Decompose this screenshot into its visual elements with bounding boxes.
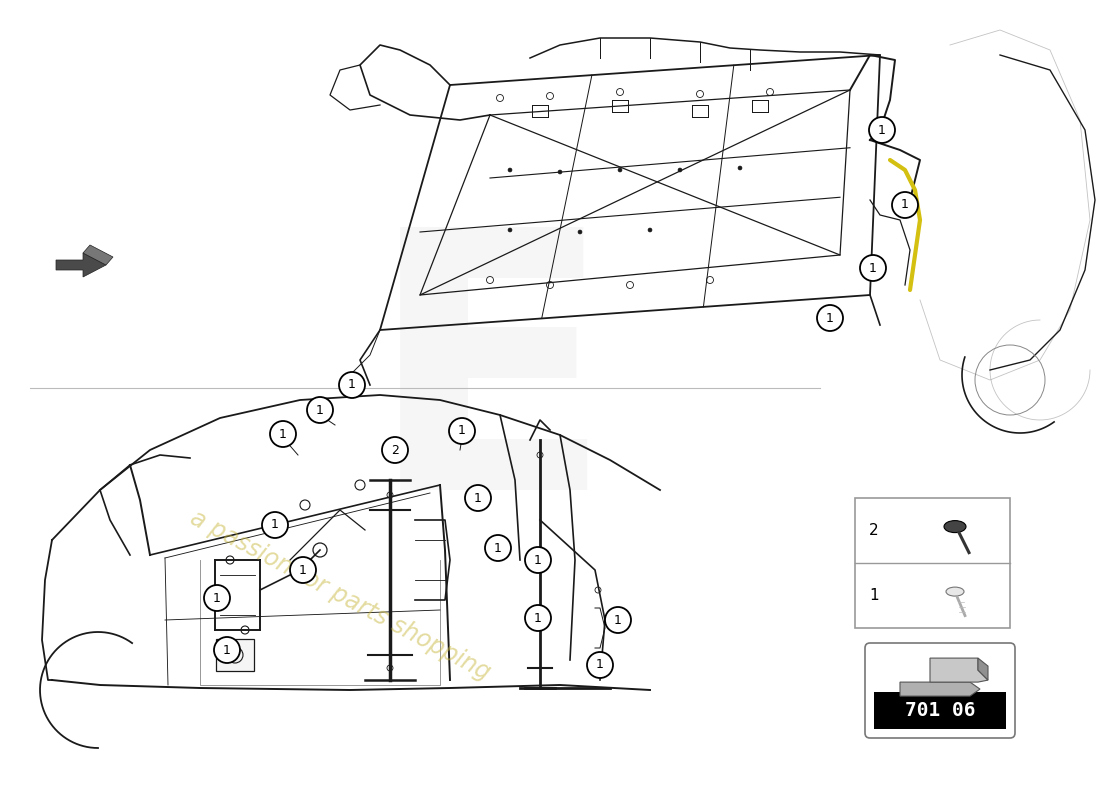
Circle shape xyxy=(508,228,512,232)
Polygon shape xyxy=(978,658,988,680)
Circle shape xyxy=(465,485,491,511)
Circle shape xyxy=(485,535,512,561)
Text: 1: 1 xyxy=(223,643,231,657)
Circle shape xyxy=(605,607,631,633)
Circle shape xyxy=(578,230,582,234)
FancyBboxPatch shape xyxy=(216,639,254,671)
Text: 1: 1 xyxy=(614,614,622,626)
Polygon shape xyxy=(930,658,988,682)
Text: 1: 1 xyxy=(458,425,466,438)
Text: a passion for parts shopping: a passion for parts shopping xyxy=(186,506,494,685)
Text: 1: 1 xyxy=(213,591,221,605)
Polygon shape xyxy=(56,253,106,277)
Text: 1: 1 xyxy=(271,518,279,531)
FancyBboxPatch shape xyxy=(855,498,1010,628)
Text: 1: 1 xyxy=(869,262,877,274)
Text: 1: 1 xyxy=(299,563,307,577)
Text: 1: 1 xyxy=(279,427,287,441)
Circle shape xyxy=(618,168,621,172)
Circle shape xyxy=(817,305,843,331)
Circle shape xyxy=(860,255,886,281)
Circle shape xyxy=(270,421,296,447)
Text: 1: 1 xyxy=(596,658,604,671)
Text: 1: 1 xyxy=(826,311,834,325)
Circle shape xyxy=(869,117,895,143)
Circle shape xyxy=(738,166,742,170)
FancyBboxPatch shape xyxy=(874,692,1006,729)
Text: 1: 1 xyxy=(901,198,909,211)
Circle shape xyxy=(214,637,240,663)
Circle shape xyxy=(449,418,475,444)
Circle shape xyxy=(508,168,512,172)
Text: 2: 2 xyxy=(869,523,879,538)
Text: 1: 1 xyxy=(348,378,356,391)
Circle shape xyxy=(262,512,288,538)
Text: 1: 1 xyxy=(535,554,542,566)
Circle shape xyxy=(339,372,365,398)
Polygon shape xyxy=(82,245,113,265)
Circle shape xyxy=(307,397,333,423)
Text: 2: 2 xyxy=(392,443,399,457)
Circle shape xyxy=(355,480,365,490)
Polygon shape xyxy=(900,682,980,696)
Ellipse shape xyxy=(944,521,966,533)
Text: 1: 1 xyxy=(494,542,502,554)
Circle shape xyxy=(382,437,408,463)
Text: 701 06: 701 06 xyxy=(904,701,976,720)
Text: 1: 1 xyxy=(535,611,542,625)
Text: 1: 1 xyxy=(316,403,323,417)
Ellipse shape xyxy=(946,587,964,596)
Text: 1: 1 xyxy=(878,123,886,137)
Text: 1: 1 xyxy=(474,491,482,505)
Circle shape xyxy=(300,500,310,510)
Circle shape xyxy=(204,585,230,611)
Text: 1: 1 xyxy=(869,588,879,603)
Circle shape xyxy=(558,170,562,174)
Circle shape xyxy=(525,605,551,631)
Circle shape xyxy=(587,652,613,678)
Text: E: E xyxy=(366,215,614,565)
Circle shape xyxy=(678,168,682,172)
Circle shape xyxy=(525,547,551,573)
Circle shape xyxy=(892,192,918,218)
FancyBboxPatch shape xyxy=(865,643,1015,738)
Circle shape xyxy=(648,228,652,232)
Circle shape xyxy=(290,557,316,583)
